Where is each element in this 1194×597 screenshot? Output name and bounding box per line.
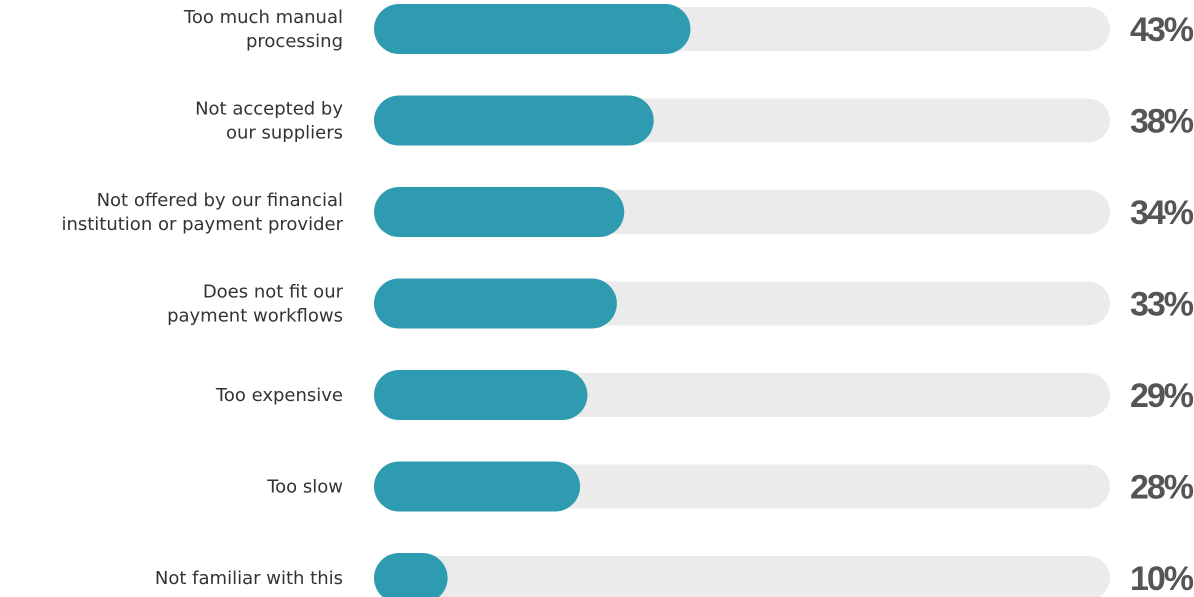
value-label: 38%: [1130, 103, 1194, 141]
category-label: Not accepted by: [195, 99, 343, 120]
value-label: 28%: [1130, 469, 1194, 507]
category-label: processing: [246, 31, 343, 52]
bar: [374, 95, 654, 146]
bar: [374, 370, 588, 420]
value-label: 29%: [1130, 377, 1194, 415]
bar: [374, 4, 691, 54]
bar: [374, 461, 581, 512]
category-label: Too much manual: [183, 7, 343, 28]
category-label: Too slow: [266, 477, 343, 498]
category-label: Does not fit our: [203, 282, 344, 303]
category-label: payment workflows: [167, 306, 343, 327]
value-label: 43%: [1130, 11, 1194, 49]
bar: [374, 553, 448, 597]
value-label: 33%: [1130, 286, 1194, 324]
category-label: institution or payment provider: [61, 214, 343, 235]
value-label: 34%: [1130, 194, 1194, 232]
category-label: Too expensive: [215, 385, 343, 406]
category-label: Not familiar with this: [155, 568, 343, 589]
category-label: Not offered by our financial: [97, 190, 343, 211]
bar-track: [374, 556, 1110, 597]
value-label: 10%: [1130, 560, 1194, 597]
bar: [374, 187, 625, 237]
category-label: our suppliers: [226, 123, 343, 144]
bar: [374, 278, 617, 329]
